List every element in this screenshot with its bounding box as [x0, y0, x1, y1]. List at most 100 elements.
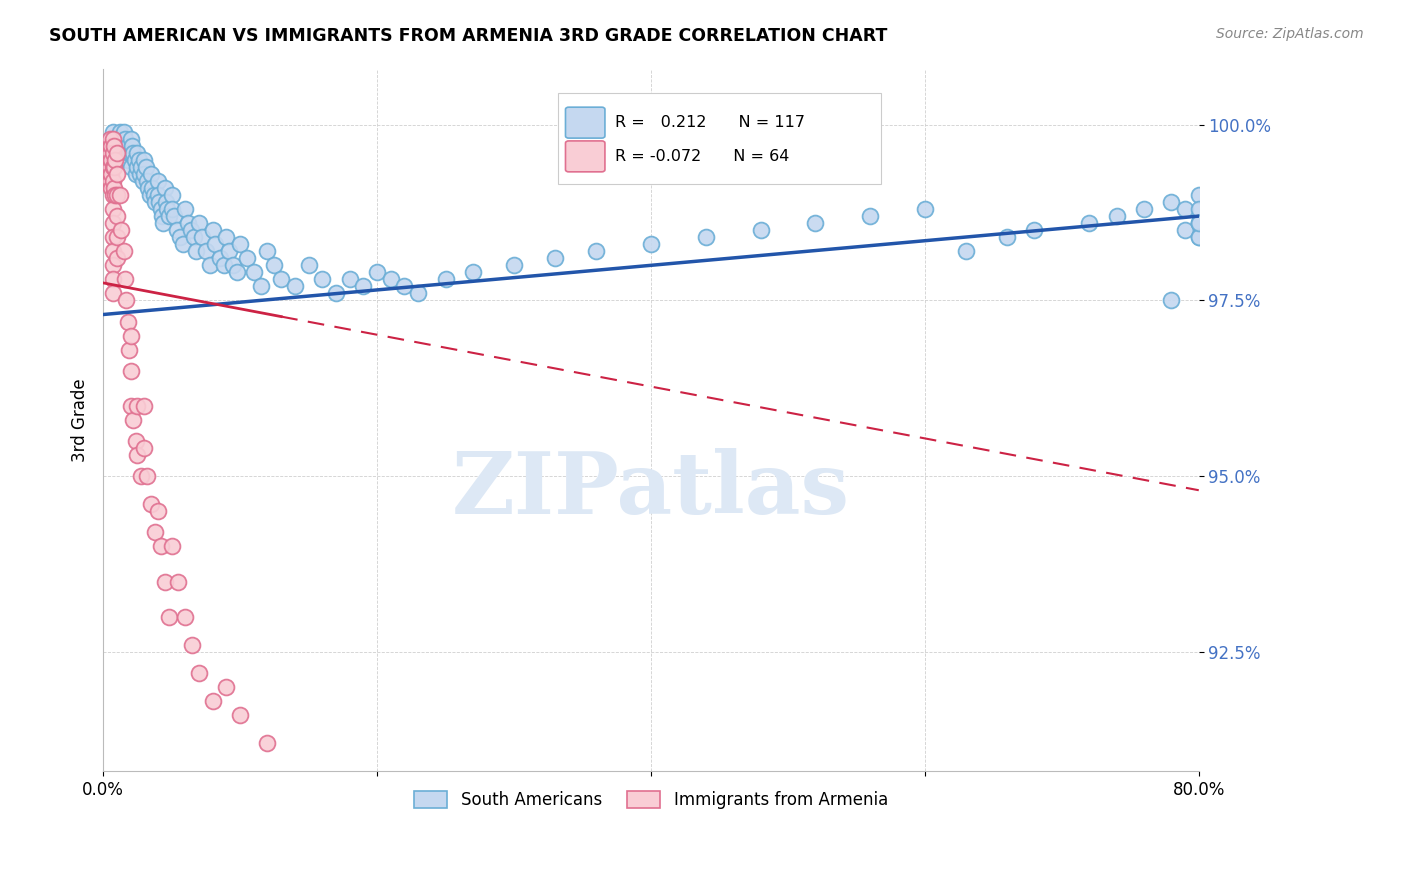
Point [125, 434, 148, 448]
FancyBboxPatch shape [565, 107, 605, 138]
Point [134, 153, 156, 167]
Point [352, 279, 374, 293]
FancyBboxPatch shape [565, 141, 605, 172]
Y-axis label: 3rd Grade: 3rd Grade [72, 378, 89, 462]
Point [98, 160, 121, 174]
Point [105, 209, 128, 223]
Point [160, 540, 183, 554]
Point [149, 202, 172, 216]
Point [98, 145, 121, 160]
Point [121, 138, 143, 153]
Point [157, 609, 180, 624]
Point [98, 132, 121, 146]
Point [270, 272, 292, 286]
Point [98, 132, 121, 146]
Point [139, 497, 162, 511]
Text: R = -0.072  N = 64: R = -0.072 N = 64 [614, 149, 789, 164]
Point [101, 188, 124, 202]
Point [229, 708, 252, 723]
Point [103, 132, 125, 146]
Point [115, 145, 138, 160]
Point [117, 138, 139, 153]
Point [152, 216, 174, 230]
Point [105, 132, 128, 146]
Point [311, 272, 333, 286]
Point [150, 209, 173, 223]
Point [339, 272, 361, 286]
Point [100, 153, 122, 167]
Point [155, 195, 177, 210]
Point [325, 286, 347, 301]
Point [101, 216, 124, 230]
Point [108, 125, 131, 139]
Point [1188, 216, 1211, 230]
Point [112, 244, 135, 259]
Point [101, 125, 124, 139]
Point [188, 665, 211, 680]
Point [127, 145, 149, 160]
Point [122, 145, 145, 160]
Point [229, 237, 252, 252]
Point [544, 252, 567, 266]
Point [297, 258, 319, 272]
Point [132, 174, 155, 188]
Point [103, 160, 125, 174]
Point [180, 223, 202, 237]
Point [131, 469, 153, 483]
Point [120, 132, 142, 146]
Point [1160, 195, 1182, 210]
Point [101, 202, 124, 216]
Point [640, 237, 662, 252]
Point [1174, 202, 1197, 216]
Point [695, 230, 717, 244]
Text: Source: ZipAtlas.com: Source: ZipAtlas.com [1216, 27, 1364, 41]
Point [160, 188, 183, 202]
Point [218, 244, 240, 259]
Point [98, 174, 121, 188]
Point [1133, 202, 1156, 216]
Point [105, 167, 128, 181]
Point [242, 265, 264, 279]
Point [1174, 223, 1197, 237]
Point [134, 399, 156, 413]
Text: ZIPatlas: ZIPatlas [451, 449, 851, 533]
Point [394, 279, 416, 293]
Legend: South Americans, Immigrants from Armenia: South Americans, Immigrants from Armenia [408, 784, 894, 816]
Point [136, 181, 159, 195]
Point [1188, 216, 1211, 230]
Point [194, 244, 217, 259]
Point [174, 609, 197, 624]
Point [105, 188, 128, 202]
Point [117, 153, 139, 167]
Point [146, 188, 169, 202]
Point [143, 195, 166, 210]
Point [1024, 223, 1046, 237]
Point [103, 138, 125, 153]
Point [110, 132, 132, 146]
Point [236, 252, 259, 266]
Point [156, 202, 179, 216]
Point [104, 153, 127, 167]
Point [101, 258, 124, 272]
Point [124, 153, 146, 167]
Point [1078, 216, 1101, 230]
Point [104, 188, 127, 202]
Point [105, 145, 128, 160]
Point [163, 209, 186, 223]
Point [127, 448, 149, 462]
Point [101, 286, 124, 301]
Point [101, 272, 124, 286]
Point [249, 279, 271, 293]
Point [128, 153, 150, 167]
Text: R =  0.212  N = 117: R = 0.212 N = 117 [614, 115, 804, 130]
Point [859, 209, 882, 223]
Point [105, 138, 128, 153]
Point [127, 160, 149, 174]
Point [114, 272, 136, 286]
Point [284, 279, 307, 293]
Point [1188, 202, 1211, 216]
Point [134, 441, 156, 455]
Point [141, 181, 163, 195]
Point [215, 680, 238, 694]
Point [190, 230, 212, 244]
